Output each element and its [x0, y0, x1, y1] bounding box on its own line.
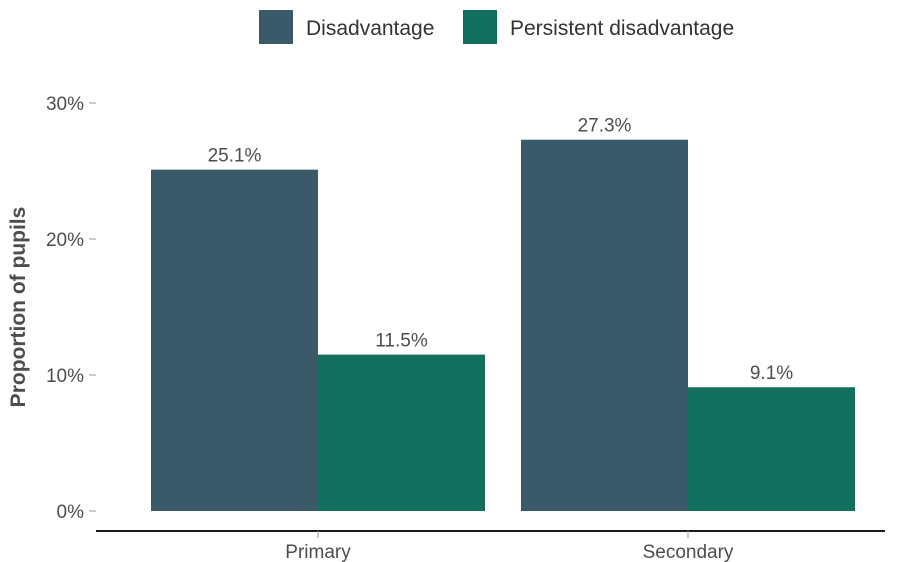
legend-swatch-disadvantage	[259, 10, 293, 44]
data-label-primary-persistent-disadvantage: 11.5%	[375, 331, 428, 352]
y-tick-label: 10%	[46, 366, 84, 387]
bar-primary-disadvantage	[151, 169, 318, 511]
legend: Disadvantage Persistent disadvantage	[259, 10, 734, 44]
data-label-secondary-disadvantage: 27.3%	[578, 116, 632, 137]
y-tick-label: 20%	[46, 230, 84, 251]
y-tick-label: 0%	[57, 502, 85, 523]
data-label-secondary-persistent-disadvantage: 9.1%	[750, 363, 793, 384]
y-axis-title: Proportion of pupils	[7, 207, 30, 408]
y-tick-label: 30%	[46, 94, 84, 115]
legend-label-persistent-disadvantage: Persistent disadvantage	[510, 17, 734, 40]
legend-label-disadvantage: Disadvantage	[306, 17, 434, 40]
bar-secondary-disadvantage	[521, 139, 688, 511]
x-tick-label-secondary: Secondary	[643, 542, 734, 562]
bar-secondary-persistent-disadvantage	[688, 387, 855, 511]
bar-primary-persistent-disadvantage	[318, 354, 485, 511]
legend-swatch-persistent-disadvantage	[463, 10, 497, 44]
data-label-primary-disadvantage: 25.1%	[208, 146, 262, 167]
x-tick-label-primary: Primary	[285, 542, 351, 562]
